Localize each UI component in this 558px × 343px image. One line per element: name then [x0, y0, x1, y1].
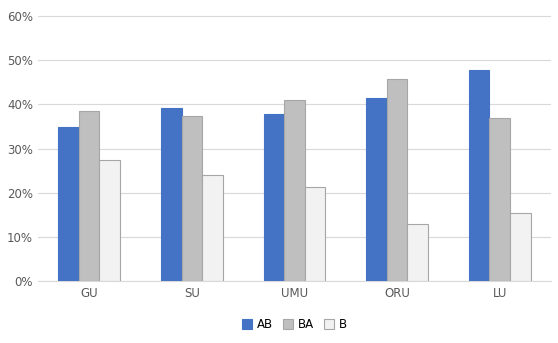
Bar — [305, 187, 325, 281]
Bar — [263, 114, 284, 281]
Bar — [407, 224, 428, 281]
Bar — [366, 98, 387, 281]
Bar — [489, 118, 510, 281]
Bar — [284, 100, 305, 281]
Legend: AB, BA, B: AB, BA, B — [237, 313, 352, 336]
Bar — [469, 70, 489, 281]
Bar — [161, 108, 181, 281]
Bar — [79, 111, 99, 281]
Bar — [99, 161, 120, 281]
Bar — [387, 79, 407, 281]
Bar — [202, 175, 223, 281]
Bar — [510, 213, 531, 281]
Bar — [181, 116, 202, 281]
Bar — [59, 127, 79, 281]
